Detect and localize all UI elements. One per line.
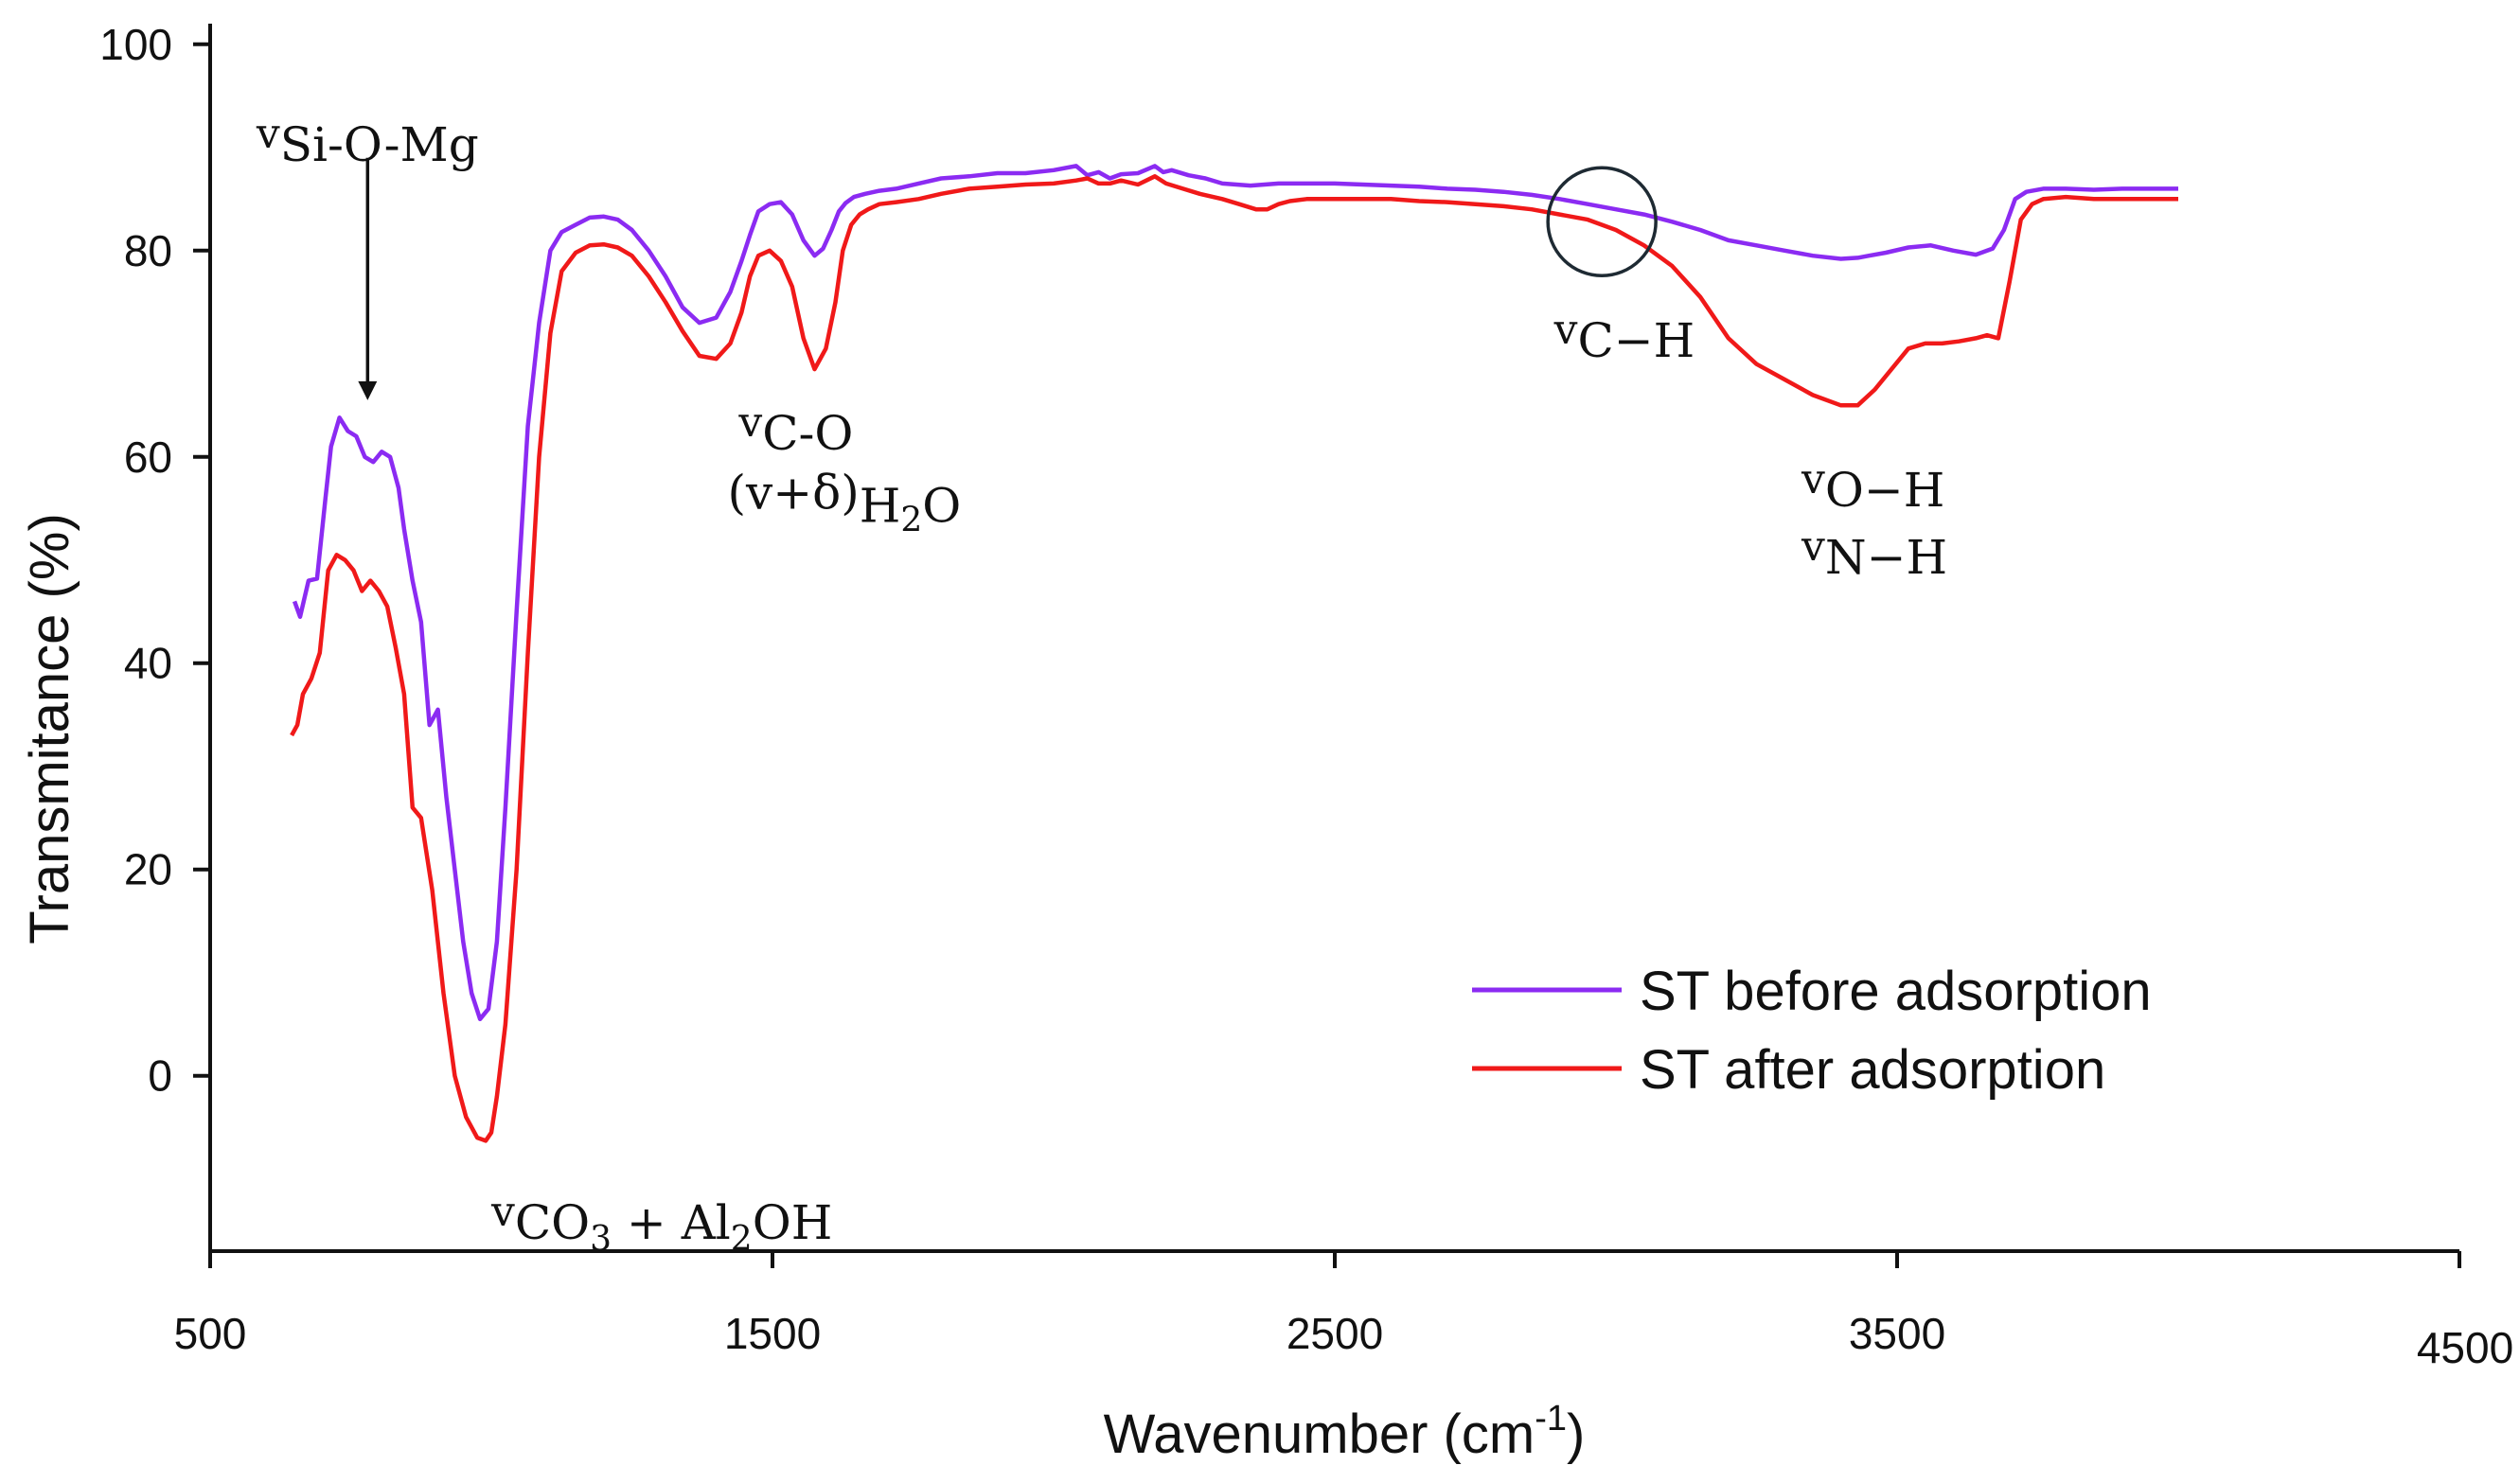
series-line-after-adsorption xyxy=(290,174,2178,1143)
y-tick-label: 60 xyxy=(124,433,172,482)
annotation-si-lead: v xyxy=(256,110,280,158)
annotation-water-main: (v+δ) xyxy=(727,465,859,520)
annotation-nh-lead: v xyxy=(1801,522,1825,571)
annotation-co3-sub2: 3 xyxy=(590,1220,612,1259)
annotation-co3-rest: + Al xyxy=(612,1195,731,1250)
annotation-co3-al2oh: vCO3 + Al2OH xyxy=(490,1188,832,1259)
annotation-si-o-mg: vSi-O-Mg xyxy=(256,110,479,172)
y-axis-title: Transmitance (%) xyxy=(19,513,80,945)
x-tick-label: 4500 xyxy=(2417,1323,2513,1372)
x-axis-title-sup: -1 xyxy=(1535,1399,1567,1439)
x-tick-label: 2500 xyxy=(1287,1309,1383,1358)
legend: ST before adsorption ST after adsorption xyxy=(1472,961,2152,1101)
annotation-oh-sub: O−H xyxy=(1825,463,1945,518)
annotation-co-sub: C-O xyxy=(762,406,853,461)
annotation-co3-sub: CO xyxy=(515,1195,590,1250)
y-tick-label: 100 xyxy=(99,20,172,69)
annotation-co3-rest2: OH xyxy=(753,1195,833,1250)
annotation-co3-rest-sub: 2 xyxy=(731,1220,753,1259)
annotation-circle xyxy=(1546,166,1658,278)
x-axis-title-close: ) xyxy=(1567,1404,1585,1465)
x-ticks: 500 1500 2500 3500 4500 xyxy=(174,1251,2513,1372)
y-ticks: 0 20 40 60 80 100 xyxy=(99,20,210,1101)
y-tick-label: 20 xyxy=(124,845,172,894)
series-line-before-adsorption xyxy=(292,164,2178,1022)
annotation-n-h: vN−H xyxy=(1801,522,1947,585)
annotations: vSi-O-Mg vCO3 + Al2OH vC-O (v+δ)H2O vC−H… xyxy=(256,110,1947,1259)
legend-label-after: ST after adsorption xyxy=(1640,1039,2105,1101)
y-tick-label: 80 xyxy=(124,226,172,275)
y-tick-label: 0 xyxy=(148,1051,172,1101)
annotation-co3-lead: v xyxy=(490,1188,515,1236)
annotation-co-lead: v xyxy=(737,398,762,447)
annotation-c-o: vC-O xyxy=(737,398,853,461)
x-tick-label: 500 xyxy=(174,1309,247,1358)
axes: 0 20 40 60 80 100 500 1500 2500 3500 4500 xyxy=(99,20,2513,1372)
y-tick-label: 40 xyxy=(124,639,172,688)
series-group xyxy=(290,164,2178,1143)
annotation-si-sub: Si-O-Mg xyxy=(280,117,479,172)
annotation-nh-sub: N−H xyxy=(1825,530,1947,585)
annotation-arrow-head xyxy=(358,380,378,400)
annotation-water-rest: O xyxy=(922,478,961,533)
annotation-c-h: vC−H xyxy=(1553,306,1695,368)
x-axis-title-main: Wavenumber (cm xyxy=(1104,1404,1535,1465)
annotation-oh-lead: v xyxy=(1801,455,1825,503)
legend-label-before: ST before adsorption xyxy=(1640,961,2152,1022)
x-axis-title: Wavenumber (cm-1) xyxy=(1104,1399,1586,1465)
annotation-o-h: vO−H xyxy=(1801,455,1944,518)
x-tick-label: 3500 xyxy=(1849,1309,1945,1358)
x-tick-label: 1500 xyxy=(724,1309,821,1358)
annotation-ch-sub: C−H xyxy=(1578,313,1695,368)
annotation-ch-lead: v xyxy=(1553,306,1578,354)
annotation-water: (v+δ)H2O xyxy=(727,465,961,539)
annotation-water-sub2: 2 xyxy=(900,501,922,539)
annotation-water-sub: H xyxy=(860,478,901,533)
